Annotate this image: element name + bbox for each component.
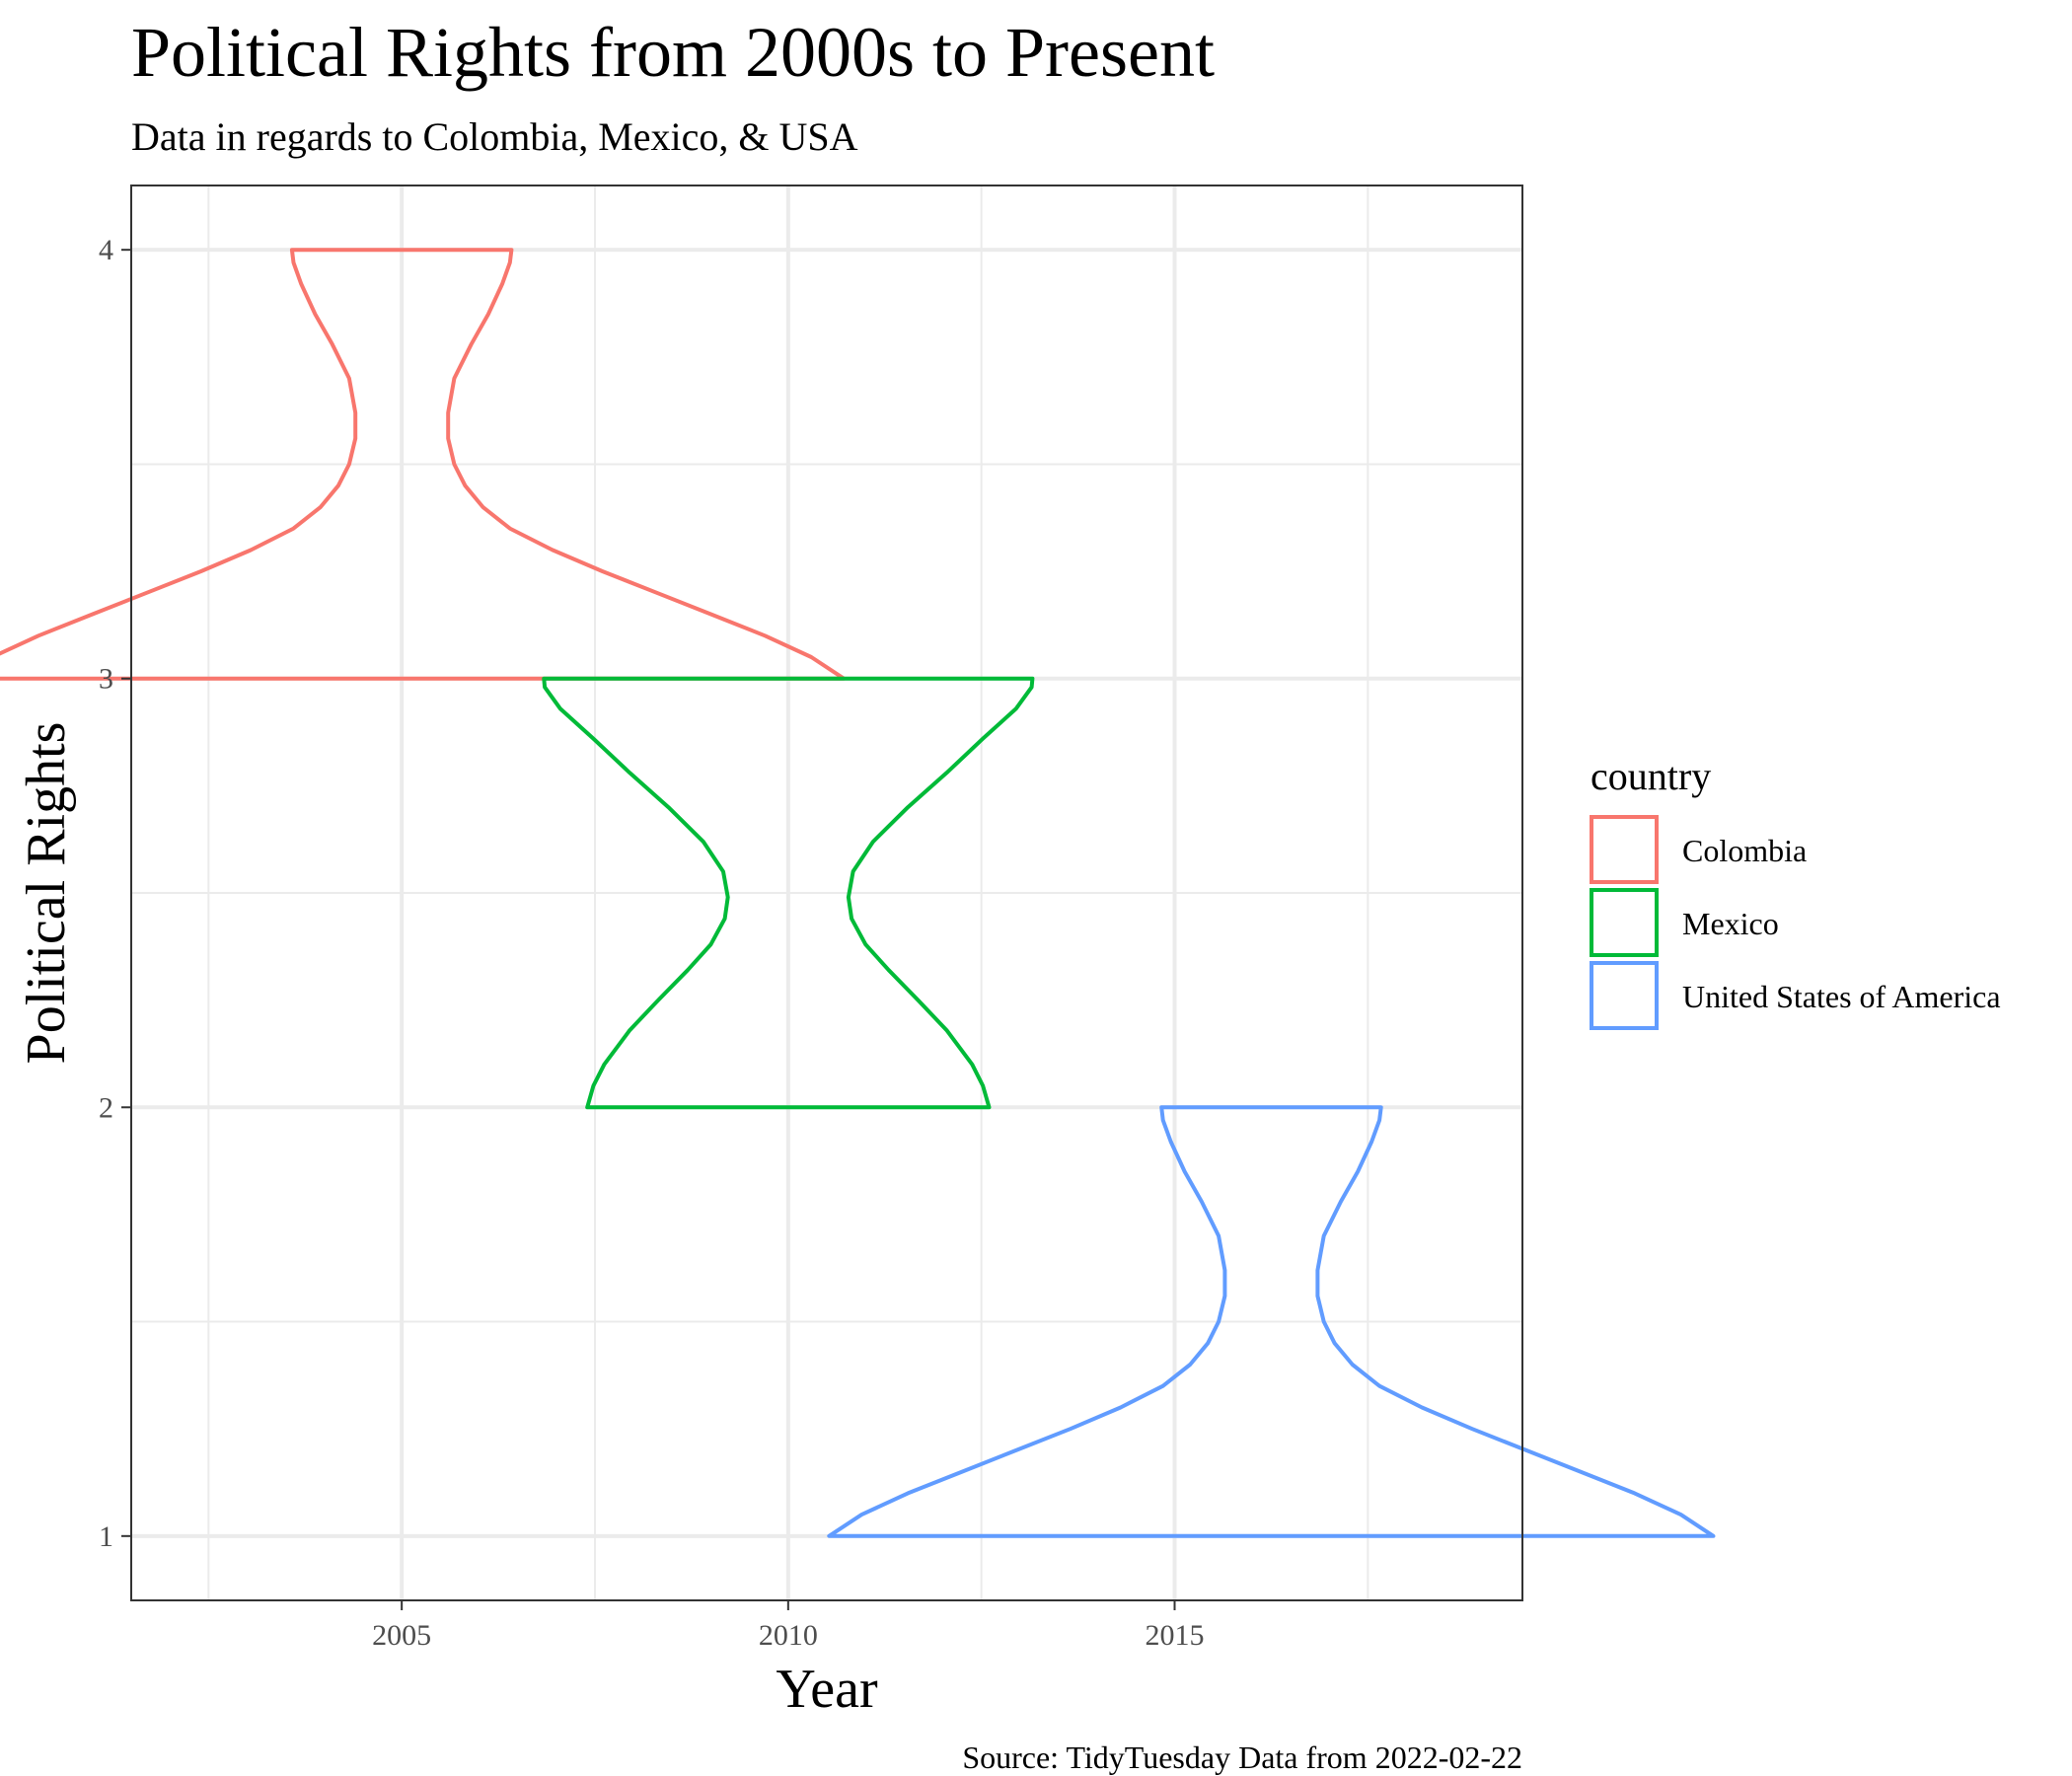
chart-subtitle: Data in regards to Colombia, Mexico, & U… (131, 114, 858, 159)
legend: country Colombia Mexico United States of A… (1590, 754, 2001, 1030)
y-tick-label: 1 (99, 1520, 113, 1553)
plot-panel-border (130, 185, 1523, 1601)
y-tick-label: 4 (99, 234, 113, 266)
legend-key-1 (1590, 815, 1659, 884)
violin-2 (542, 676, 1035, 1110)
legend-key-3 (1590, 961, 1659, 1030)
legend-title: country (1591, 754, 1711, 798)
y-tick-label: 3 (99, 663, 113, 696)
legend-label-2: Mexico (1682, 906, 1779, 941)
x-axis: 2005 2010 2015 (372, 1600, 1205, 1652)
legend-label-1: Colombia (1682, 833, 1807, 868)
y-tick-label: 2 (99, 1091, 113, 1124)
y-axis-label: Political Rights (16, 722, 77, 1065)
violin-3 (827, 1105, 1716, 1538)
x-axis-label: Year (776, 1659, 878, 1720)
x-tick-label: 2005 (372, 1619, 431, 1652)
violin-1 (0, 248, 847, 681)
x-tick-label: 2010 (759, 1619, 818, 1652)
legend-key-2 (1590, 888, 1659, 957)
chart-caption: Source: TidyTuesday Data from 2022-02-22 (962, 1739, 1522, 1775)
violins (0, 248, 1716, 1538)
y-axis: 1 2 3 4 (99, 234, 131, 1553)
minor-gridlines (131, 185, 1522, 1600)
x-tick-label: 2015 (1146, 1619, 1205, 1652)
legend-label-3: United States of America (1682, 979, 2001, 1014)
chart-title: Political Rights from 2000s to Present (131, 13, 1215, 92)
